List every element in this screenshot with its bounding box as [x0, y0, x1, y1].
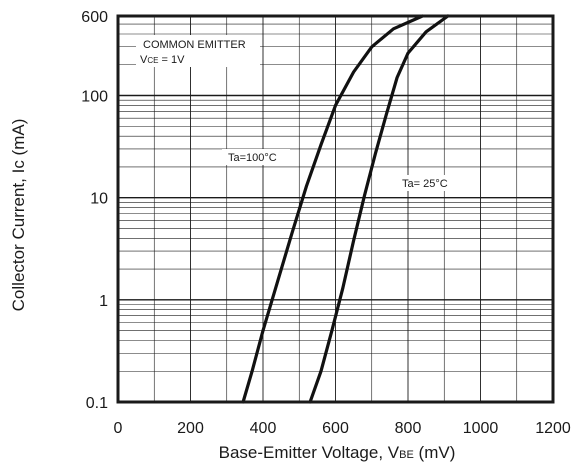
x-tick-label: 800	[395, 420, 422, 437]
y-axis-title: Collector Current, Ic (mA)	[9, 119, 28, 312]
vce-sub: CE	[147, 56, 158, 65]
series-label-ta25: Ta= 25°C	[402, 178, 448, 190]
series-label-ta100: Ta=100°C	[228, 152, 277, 164]
series-line-ta100	[241, 14, 425, 404]
y-tick-label: 10	[90, 191, 108, 208]
x-tick-label: 1200	[535, 420, 571, 437]
annotation-boxes	[136, 35, 464, 191]
grid	[118, 16, 553, 402]
vce-value: = 1V	[158, 54, 185, 66]
x-tick-label: 0	[114, 420, 123, 437]
y-tick-labels: 0.1 1 10 100 600	[81, 9, 108, 412]
series-label-bg-ta100	[222, 149, 290, 165]
series-line-ta25	[308, 14, 450, 404]
x-axis-title: Base-Emitter Voltage, VBE (mV)	[219, 443, 456, 462]
common-emitter-label-bg	[136, 35, 260, 67]
x-tick-label: 200	[177, 420, 204, 437]
x-tick-label: 600	[322, 420, 349, 437]
y-tick-label: 0.1	[86, 395, 108, 412]
x-axis-title-main: Base-Emitter Voltage, V	[219, 443, 400, 462]
x-tick-label: 400	[250, 420, 277, 437]
x-axis-title-unit: (mV)	[414, 443, 456, 462]
plot-frame	[116, 14, 555, 404]
y-tick-label: 1	[99, 293, 108, 310]
x-axis-title-sub: BE	[399, 449, 414, 461]
y-tick-label: 100	[81, 89, 108, 106]
curves	[241, 14, 450, 404]
y-tick-label: 600	[81, 9, 108, 26]
x-tick-label: 1000	[463, 420, 499, 437]
series-label-bg-ta25	[396, 175, 464, 191]
vce-main: V	[140, 54, 148, 66]
vce-condition-label: VCE = 1V	[140, 54, 185, 66]
x-tick-labels: 0 200 400 600 800 1000 1200	[114, 420, 571, 437]
common-emitter-label: COMMON EMITTER	[143, 39, 246, 51]
